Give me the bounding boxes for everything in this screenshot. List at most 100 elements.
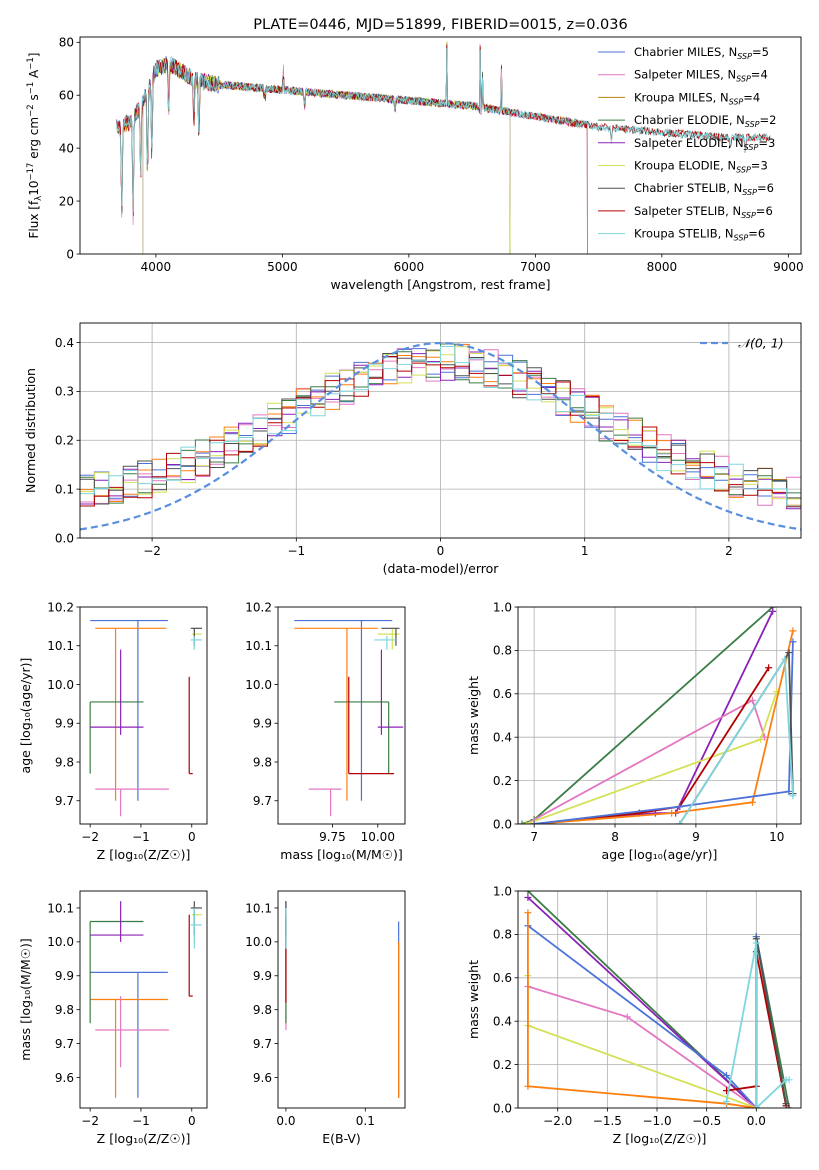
weight-line bbox=[527, 891, 790, 1108]
weight-series bbox=[524, 894, 760, 1108]
y-tick-label: 0.2 bbox=[493, 1058, 512, 1072]
x-axis-label: E(B-V) bbox=[322, 1131, 361, 1146]
weight-marker bbox=[524, 891, 532, 895]
axes-frame bbox=[79, 606, 208, 825]
y-tick-label: 0.6 bbox=[493, 687, 512, 701]
marks bbox=[524, 891, 793, 1108]
panel-age-vs-z: −2 −1 0 9.7 9.8 9.9 10.0 10.1 10.2 Z [log₁₀(Z/Z☉)… bbox=[18, 600, 208, 862]
y-tick-label: 10.1 bbox=[245, 639, 272, 653]
y-tick-label: 0.0 bbox=[55, 531, 74, 545]
y-axis-label: mass [log₁₀(M/M☉)] bbox=[18, 938, 33, 1060]
y-axis-label: mass weight bbox=[466, 960, 481, 1039]
weight-marker bbox=[789, 638, 797, 646]
x-tick-label: −2 bbox=[81, 830, 99, 844]
marks bbox=[89, 619, 202, 817]
y-tick-label: 9.6 bbox=[55, 1071, 74, 1085]
errorbar-point bbox=[381, 627, 400, 646]
errorbar-point bbox=[190, 907, 202, 949]
weight-series bbox=[530, 627, 797, 824]
y-tick-label: 10.1 bbox=[47, 639, 74, 653]
weight-series bbox=[676, 655, 797, 824]
x-tick-label: 0.0 bbox=[276, 1114, 295, 1128]
y-tick-label: 10.1 bbox=[47, 901, 74, 915]
x-tick-label: 8000 bbox=[647, 260, 678, 274]
legend-label: Salpeter STELIB, NSSP=6 bbox=[634, 204, 773, 220]
weight-marker bbox=[757, 735, 765, 743]
x-tick-label: −1.5 bbox=[593, 1114, 622, 1128]
weight-marker bbox=[748, 696, 756, 704]
weight-marker bbox=[781, 655, 789, 663]
errorbar-point bbox=[90, 971, 168, 1098]
legend-label: Chabrier STELIB, NSSP=6 bbox=[634, 181, 774, 197]
axes-frame bbox=[79, 890, 208, 1109]
x-axis-label: age [log₁₀(age/yr)] bbox=[602, 847, 718, 862]
weight-marker bbox=[530, 820, 538, 824]
x-axis-label: Z [log₁₀(Z/Z☉)] bbox=[97, 847, 191, 862]
plot-area bbox=[518, 891, 801, 1108]
series-line bbox=[142, 41, 511, 254]
weight-marker bbox=[789, 627, 797, 635]
weight-marker bbox=[676, 803, 684, 811]
errorbar-point bbox=[377, 649, 404, 735]
y-tick-label: 9.7 bbox=[55, 794, 74, 808]
errorbar-point bbox=[95, 627, 167, 801]
legend: Chabrier MILES, NSSP=5 Salpeter MILES, NS… bbox=[598, 45, 776, 243]
x-tick-label: −1 bbox=[132, 1114, 150, 1128]
weight-marker bbox=[785, 787, 793, 795]
y-tick-label: 0.4 bbox=[493, 1015, 512, 1029]
y-tick-label: 10.1 bbox=[245, 901, 272, 915]
y-tick-label: 0.2 bbox=[55, 434, 74, 448]
legend-label: Chabrier MILES, NSSP=5 bbox=[634, 45, 769, 61]
y-tick-label: 80 bbox=[59, 36, 74, 50]
legend: 𝒩(0, 1) bbox=[700, 336, 784, 351]
y-tick-label: 0.1 bbox=[55, 482, 74, 496]
x-tick-label: 7 bbox=[530, 830, 538, 844]
errorbar-point bbox=[191, 628, 202, 650]
y-tick-label: 9.8 bbox=[55, 1003, 74, 1017]
marks bbox=[518, 607, 797, 824]
weight-line bbox=[527, 896, 757, 1108]
x-tick-label: 1 bbox=[581, 544, 589, 558]
weight-marker bbox=[789, 792, 797, 800]
grid bbox=[518, 891, 801, 1108]
x-tick-label: −2 bbox=[81, 1114, 99, 1128]
y-tick-label: 9.9 bbox=[55, 717, 74, 731]
x-tick-label: 10 bbox=[769, 830, 784, 844]
panel-mass-vs-z: −2 −1 0 9.6 9.7 9.8 9.9 10.0 10.1 Z [log₁₀(Z/Z☉)]… bbox=[18, 890, 208, 1146]
errorbar-point bbox=[89, 920, 144, 1024]
x-tick-label: −1.0 bbox=[642, 1114, 671, 1128]
errorbar-point bbox=[348, 676, 395, 775]
errorbar-point bbox=[334, 701, 390, 774]
x-axis-label: mass [log₁₀(M/M☉)] bbox=[280, 847, 402, 862]
weight-marker bbox=[748, 798, 756, 806]
x-tick-label: 9 bbox=[692, 830, 700, 844]
errorbar-point bbox=[190, 636, 202, 650]
y-tick-label: 9.8 bbox=[253, 755, 272, 769]
legend-label: Chabrier ELODIE, NSSP=2 bbox=[634, 113, 776, 129]
weight-marker bbox=[668, 809, 676, 817]
y-tick-label: 9.8 bbox=[253, 1003, 272, 1017]
plot-area bbox=[89, 619, 202, 817]
x-tick-label: 2 bbox=[725, 544, 733, 558]
y-tick-label: 0.8 bbox=[493, 928, 512, 942]
legend-label: Kroupa ELODIE, NSSP=3 bbox=[634, 159, 768, 175]
weight-line bbox=[521, 607, 774, 824]
y-tick-label: 0.4 bbox=[55, 336, 74, 350]
weight-marker bbox=[785, 1076, 793, 1084]
x-tick-label: 10.00 bbox=[361, 830, 395, 844]
y-tick-label: 10.0 bbox=[245, 678, 272, 692]
y-tick-label: 0.4 bbox=[493, 731, 512, 745]
axes-frame bbox=[79, 322, 802, 539]
marks bbox=[89, 901, 202, 1098]
weight-marker bbox=[524, 1082, 532, 1090]
legend-label: Kroupa MILES, NSSP=4 bbox=[634, 90, 760, 106]
y-axis-label: mass weight bbox=[466, 676, 481, 755]
chart-title: PLATE=0446, MJD=51899, FIBERID=0015, z=0… bbox=[253, 17, 627, 33]
errorbar-point bbox=[294, 619, 393, 801]
weight-line bbox=[527, 912, 757, 1108]
weight-marker bbox=[676, 820, 684, 824]
x-tick-label: 0.0 bbox=[747, 1114, 766, 1128]
x-tick-label: 0 bbox=[188, 830, 196, 844]
x-tick-label: 5000 bbox=[267, 260, 298, 274]
